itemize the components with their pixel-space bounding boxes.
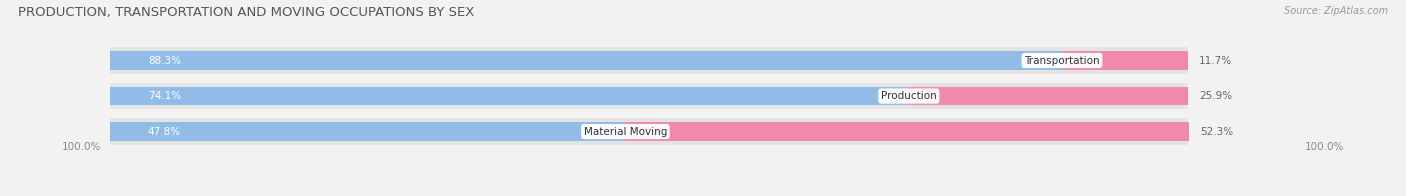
Bar <box>626 122 1189 141</box>
Text: 52.3%: 52.3% <box>1199 127 1233 137</box>
Bar <box>908 87 1188 105</box>
Text: 25.9%: 25.9% <box>1199 91 1232 101</box>
Text: 47.8%: 47.8% <box>148 127 181 137</box>
Text: PRODUCTION, TRANSPORTATION AND MOVING OCCUPATIONS BY SEX: PRODUCTION, TRANSPORTATION AND MOVING OC… <box>18 6 475 19</box>
Bar <box>1062 51 1188 70</box>
Text: Material Moving: Material Moving <box>583 127 666 137</box>
Bar <box>110 47 1188 74</box>
Text: Transportation: Transportation <box>1024 55 1099 65</box>
Bar <box>110 51 1062 70</box>
Text: Source: ZipAtlas.com: Source: ZipAtlas.com <box>1284 6 1388 16</box>
Text: 88.3%: 88.3% <box>148 55 181 65</box>
Text: 100.0%: 100.0% <box>1305 142 1344 152</box>
Bar <box>110 83 1188 109</box>
Text: 100.0%: 100.0% <box>62 142 101 152</box>
Bar <box>110 118 1188 145</box>
Text: Production: Production <box>882 91 936 101</box>
Text: 11.7%: 11.7% <box>1199 55 1232 65</box>
Text: 74.1%: 74.1% <box>148 91 181 101</box>
Bar <box>110 122 626 141</box>
Bar <box>110 87 908 105</box>
